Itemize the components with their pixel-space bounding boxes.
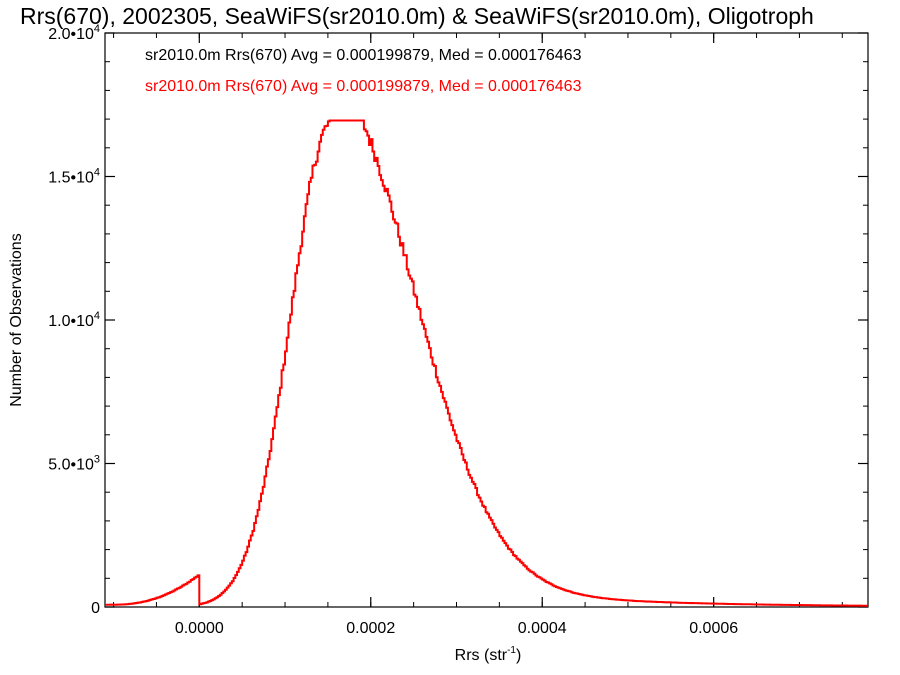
- y-axis-label: Number of Observations: [8, 233, 25, 406]
- x-axis-label: Rrs (str-1): [455, 645, 522, 664]
- legend-entry-red: sr2010.0m Rrs(670) Avg = 0.000199879, Me…: [145, 78, 582, 95]
- series-group: [105, 119, 868, 607]
- x-tick-label: 0.0006: [689, 620, 738, 637]
- y-tick-label: 1.5•104: [48, 167, 100, 187]
- x-tick-label: 0.0002: [346, 620, 395, 637]
- y-tick-label: 1.0•104: [48, 310, 100, 330]
- axes: 0.0000 0.0002 0.0004 0.0006 0 5.0•103 1.0•104 1…: [48, 23, 868, 637]
- chart-title: Rrs(670), 2002305, SeaWiFS(sr2010.0m) & …: [20, 3, 814, 29]
- legend-entry-black: sr2010.0m Rrs(670) Avg = 0.000199879, Me…: [145, 47, 582, 64]
- x-tick-label: 0.0004: [518, 620, 567, 637]
- y-tick-label: 0: [91, 600, 100, 617]
- x-axis-label-sup: -1: [507, 645, 516, 656]
- x-axis-label-main: Rrs (str: [455, 647, 508, 664]
- x-axis-label-close: ): [516, 647, 521, 664]
- y-tick-label: 5.0•103: [48, 454, 100, 474]
- x-tick-label: 0.0000: [175, 620, 224, 637]
- y-tick-label: 2.0•104: [48, 23, 100, 43]
- histogram-series-1: [105, 119, 868, 607]
- plot-frame: [104, 32, 869, 608]
